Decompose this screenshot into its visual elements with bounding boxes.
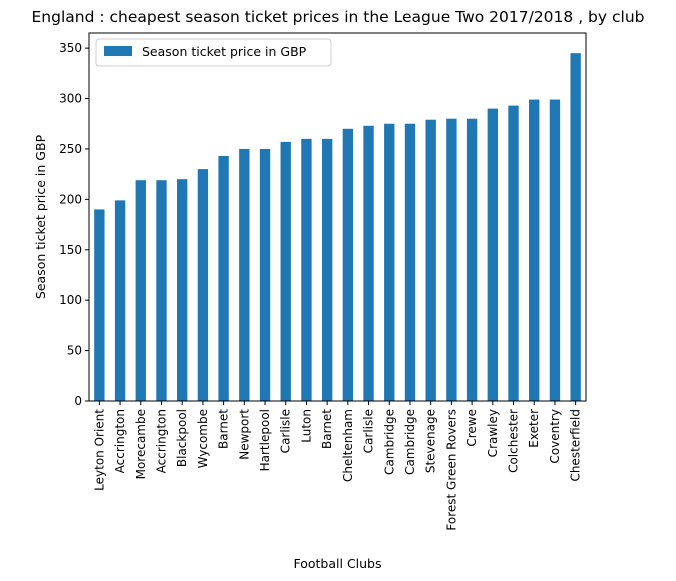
x-tick-label: Blackpool bbox=[175, 409, 189, 467]
x-tick-label: Barnet bbox=[320, 409, 334, 449]
bar bbox=[94, 209, 105, 401]
x-tick-label: Cheltenham bbox=[341, 409, 355, 482]
bar bbox=[508, 105, 519, 401]
x-tick-label: Coventry bbox=[548, 409, 562, 464]
y-axis: 0 50 100 150 200 250 300 350 bbox=[59, 41, 89, 408]
legend-entry: Season ticket price in GBP bbox=[142, 44, 307, 59]
bar bbox=[135, 180, 146, 401]
y-tick-label: 250 bbox=[59, 142, 82, 156]
bar bbox=[404, 123, 416, 402]
bar bbox=[446, 118, 457, 401]
x-tick-label: Stevenage bbox=[424, 409, 438, 473]
bar bbox=[218, 156, 229, 401]
y-tick-label: 300 bbox=[59, 92, 82, 106]
x-tick-label: Crawley bbox=[486, 409, 500, 457]
y-tick-label: 350 bbox=[59, 41, 82, 55]
bar bbox=[363, 125, 374, 401]
x-tick-label: Forest Green Rovers bbox=[444, 409, 458, 531]
x-tick-label: Accrington bbox=[113, 409, 127, 473]
bars-group bbox=[94, 53, 581, 402]
bar bbox=[570, 53, 581, 402]
x-tick-label: Hartlepool bbox=[258, 409, 272, 471]
chart-title: England : cheapest season ticket prices … bbox=[32, 8, 645, 26]
x-tick-label: Crewe bbox=[465, 409, 479, 447]
legend-box bbox=[95, 38, 332, 67]
x-tick-label: Exeter bbox=[527, 409, 541, 448]
bar bbox=[114, 200, 126, 401]
bar bbox=[425, 119, 436, 401]
bar bbox=[259, 148, 271, 401]
bar bbox=[301, 138, 312, 401]
x-tick-label: Chesterfield bbox=[569, 409, 583, 482]
x-tick-label: Newport bbox=[237, 409, 251, 460]
y-tick-label: 150 bbox=[59, 243, 82, 257]
x-tick-label: Barnet bbox=[217, 409, 231, 449]
plot-frame bbox=[88, 32, 587, 402]
bar bbox=[549, 99, 561, 401]
legend: Season ticket price in GBP bbox=[95, 38, 332, 67]
x-tick-label: Luton bbox=[299, 409, 313, 443]
legend-swatch bbox=[104, 46, 132, 56]
bar bbox=[197, 169, 209, 401]
bar bbox=[177, 179, 188, 401]
bar bbox=[466, 118, 478, 401]
y-tick-label: 200 bbox=[59, 192, 82, 206]
y-tick-label: 0 bbox=[74, 394, 82, 408]
x-tick-label: Colchester bbox=[507, 409, 521, 473]
bar bbox=[156, 180, 167, 401]
x-tick-label: Carlisle bbox=[279, 409, 293, 453]
bar bbox=[321, 138, 333, 401]
x-tick-label: Accrington bbox=[154, 409, 168, 473]
bar bbox=[342, 128, 354, 401]
bar bbox=[280, 141, 291, 401]
bar bbox=[384, 123, 395, 402]
bar bbox=[529, 99, 540, 401]
x-tick-label: Carlisle bbox=[362, 409, 376, 453]
bar bbox=[487, 108, 498, 401]
x-tick-label: Leyton Orient bbox=[92, 409, 106, 491]
y-axis-label: Season ticket price in GBP bbox=[33, 134, 48, 299]
x-axis: Leyton Orient Accrington Morecambe Accringt… bbox=[92, 401, 583, 531]
x-tick-label: Cambridge bbox=[403, 409, 417, 475]
y-tick-label: 100 bbox=[59, 293, 82, 307]
x-tick-label: Wycombe bbox=[196, 409, 210, 468]
bar bbox=[239, 148, 250, 401]
x-tick-label: Cambridge bbox=[382, 409, 396, 475]
x-axis-label: Football Clubs bbox=[293, 556, 381, 571]
y-tick-label: 50 bbox=[67, 344, 82, 358]
x-tick-label: Morecambe bbox=[134, 409, 148, 479]
